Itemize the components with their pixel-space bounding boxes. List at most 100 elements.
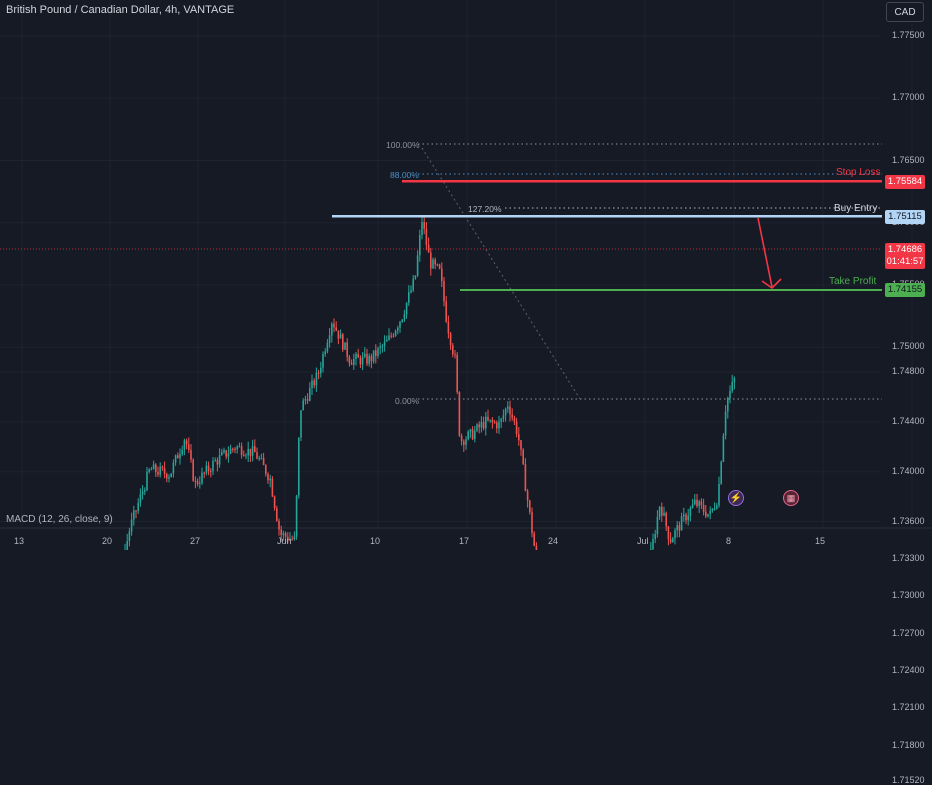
take-profit-price-tag: 1.74155 [885,283,925,297]
candle-body [245,455,247,457]
candle-body [221,452,223,456]
candle-body [535,545,538,550]
candle-body [234,448,236,450]
time-tick-label: 8 [726,536,732,546]
price-tick-label: 1.77000 [892,92,925,103]
stop-loss-label: Stop Loss [836,167,881,178]
candle-body [432,259,434,269]
candle-body [733,378,736,383]
candle-body [421,222,423,236]
candle-body [223,450,225,453]
candle-body [458,392,461,436]
fib-label-100: 100.00% [386,140,420,150]
candle-body [661,506,663,516]
candle-body [227,453,230,457]
candle-body [146,471,148,491]
take-profit-line [460,289,882,291]
candle-body [476,424,478,431]
candle-body [515,421,518,435]
fib-label-88: 88.00% [390,170,419,180]
buy-entry-price-tag: 1.75115 [885,210,925,224]
candle-body [691,504,694,508]
candle-body [249,448,252,456]
candle-body [199,483,201,485]
macd-indicator-label[interactable]: MACD (12, 26, close, 9) [6,514,113,525]
time-tick-label: 20 [102,536,113,546]
candle-body [687,515,689,521]
candle-body [500,418,502,422]
candle-body [144,490,146,492]
candle-body [522,449,524,465]
candle-body [348,356,351,364]
candle-body [141,491,144,495]
candle-body [381,346,384,348]
candle-body [276,508,278,521]
candlestick-series [124,215,736,550]
candle-body [676,525,678,531]
candle-body [337,330,340,339]
candle-body [205,465,208,473]
bar-countdown: 01:41:57 [886,256,924,267]
candle-body [493,422,496,424]
candle-body [304,399,307,401]
candle-body [364,353,366,357]
projection-arrowhead-icon [761,278,782,290]
lightning-icon[interactable]: ⚡ [728,490,744,506]
candle-body [520,440,522,450]
price-tick-label: 1.72700 [892,627,925,638]
candle-body [355,354,357,359]
candle-body [489,419,491,421]
price-tick-label: 1.72400 [892,664,925,675]
candle-body [504,408,507,416]
candle-body [689,507,692,516]
time-tick-label: 17 [459,536,470,546]
candle-body [449,333,452,346]
price-chart[interactable] [0,0,932,550]
candle-body [509,406,511,415]
candle-body [663,512,665,516]
candle-body [163,468,166,474]
candle-body [214,460,216,462]
candle-body [331,323,333,336]
candle-body [254,446,256,453]
candle-body [419,235,421,256]
candle-body [711,508,714,511]
candle-body [405,302,408,315]
candle-body [298,437,300,496]
candle-body [344,342,346,350]
price-tick-label: 1.72100 [892,702,925,713]
candle-body [425,228,428,245]
candle-body [313,380,315,386]
candle-body [397,327,399,331]
candle-body [452,345,454,355]
candle-body [128,531,131,542]
time-tick-label: Jun [277,536,292,546]
candle-body [430,252,432,269]
currency-button[interactable]: CAD [886,2,924,22]
candle-body [225,450,227,457]
candle-body [278,520,280,530]
candle-body [170,473,172,478]
candle-body [412,278,414,291]
candle-body [669,539,672,543]
candle-body [357,354,359,358]
candle-body [359,357,362,365]
calendar-event-icon[interactable]: ▦ [783,490,799,506]
candle-body [148,469,150,472]
candle-body [722,435,725,462]
candle-body [194,480,197,482]
time-tick-label: 15 [815,536,826,546]
candle-body [333,323,335,328]
candle-body [423,222,425,229]
candle-body [399,321,401,328]
candle-body [300,410,302,438]
candle-body [683,514,685,517]
candle-body [656,516,659,535]
candle-body [207,465,210,472]
candle-body [216,460,219,465]
candle-body [731,382,733,392]
candle-body [652,539,654,550]
candle-body [137,503,139,511]
candle-body [353,358,355,365]
current-price-tag: 1.74686 01:41:57 [885,243,925,269]
